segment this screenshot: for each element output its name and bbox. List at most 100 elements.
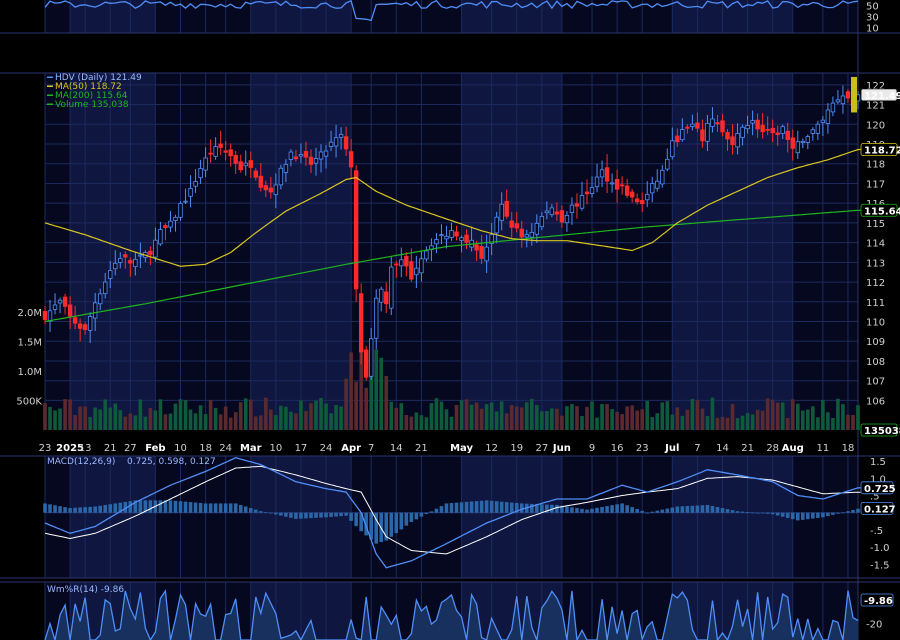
macd-histogram-bar xyxy=(444,503,449,513)
macd-tick-label: -1.5 xyxy=(870,560,890,571)
volume-bar xyxy=(439,401,444,430)
candle-body xyxy=(479,246,484,259)
macd-histogram-bar xyxy=(826,512,830,517)
volume-bar xyxy=(143,416,148,430)
volume-bar xyxy=(836,398,840,430)
volume-bar xyxy=(349,352,353,430)
x-axis-tick-label: 17 xyxy=(295,443,308,454)
candle-body xyxy=(569,204,575,213)
candle-body xyxy=(750,120,755,124)
volume-bar xyxy=(740,415,745,430)
candle-body xyxy=(680,129,685,141)
macd-histogram-bar xyxy=(243,506,248,513)
candle-body xyxy=(238,161,243,171)
macd-histogram-bar xyxy=(730,510,735,513)
volume-bar xyxy=(469,404,474,430)
candle-body xyxy=(579,195,585,209)
x-axis-tick-label: 9 xyxy=(589,443,595,454)
macd-histogram-bar xyxy=(148,500,153,513)
volume-bar xyxy=(765,398,770,430)
volume-bar xyxy=(650,417,655,430)
volume-bar xyxy=(238,402,243,430)
candle-body xyxy=(248,160,253,168)
volume-bar xyxy=(319,398,323,430)
macd-histogram-bar xyxy=(469,501,474,513)
volume-bar xyxy=(88,417,92,430)
volume-tick-label: 1.0M xyxy=(17,367,42,378)
candle-body xyxy=(384,291,389,305)
volume-bar xyxy=(309,403,313,430)
candle-body xyxy=(198,168,203,179)
candle-body xyxy=(665,158,670,170)
macd-histogram-bar xyxy=(369,512,374,540)
volume-bar xyxy=(605,404,609,430)
x-axis-tick-label: 13 xyxy=(79,443,92,454)
macd-histogram-bar xyxy=(735,511,740,513)
legend-ma200-swatch xyxy=(47,94,53,96)
volume-bar xyxy=(630,405,634,430)
macd-histogram-bar xyxy=(389,512,394,537)
candle-body xyxy=(173,216,178,221)
volume-bar xyxy=(474,402,479,430)
macd-histogram-bar xyxy=(685,506,690,513)
volume-bar xyxy=(821,399,825,430)
volume-bar xyxy=(685,409,690,430)
volume-bar xyxy=(158,399,163,430)
candle-body xyxy=(730,136,735,146)
candle-body xyxy=(369,338,374,377)
macd-histogram-bar xyxy=(474,501,479,513)
candle-body xyxy=(404,255,409,267)
candle-body xyxy=(47,310,53,322)
candle-body xyxy=(298,154,304,157)
candle-body xyxy=(278,167,284,186)
volume-bar xyxy=(233,412,238,430)
macd-histogram-bar xyxy=(670,507,675,513)
volume-bar xyxy=(213,407,218,430)
macd-histogram-bar xyxy=(143,500,148,513)
macd-histogram-bar xyxy=(615,504,619,513)
macd-histogram-bar xyxy=(269,512,273,514)
candle-body xyxy=(539,216,545,228)
volume-bar xyxy=(675,407,680,430)
candle-body xyxy=(619,184,625,187)
candle-body xyxy=(92,302,98,319)
volume-bar xyxy=(560,415,564,430)
macd-histogram-bar xyxy=(439,506,444,513)
volume-bar xyxy=(690,398,695,430)
volume-bar xyxy=(610,409,614,430)
candle-body xyxy=(795,141,800,154)
volume-bar xyxy=(665,401,670,430)
macd-histogram-bar xyxy=(454,502,459,513)
macd-histogram-bar xyxy=(479,500,484,513)
candle-body xyxy=(57,299,63,304)
price-tick-label: 118 xyxy=(866,160,885,171)
candle-body xyxy=(82,324,88,330)
macd-histogram-bar xyxy=(238,504,243,513)
month-band xyxy=(672,0,793,33)
macd-histogram-bar xyxy=(489,500,494,513)
x-axis-tick-label: Aug xyxy=(782,443,804,454)
month-band xyxy=(70,73,156,430)
volume-bar xyxy=(203,414,208,430)
volume-bar xyxy=(314,400,318,430)
volume-bar xyxy=(851,414,855,430)
candle-body xyxy=(439,234,444,236)
volume-bar xyxy=(826,412,830,430)
candle-body xyxy=(835,99,841,103)
candle-body xyxy=(640,200,645,205)
x-axis-tick-label: Jun xyxy=(552,443,571,454)
candle-body xyxy=(253,170,258,178)
macd-histogram-bar xyxy=(630,507,634,513)
volume-bar xyxy=(138,399,143,430)
volume-bar xyxy=(83,406,87,430)
volume-bar xyxy=(178,399,183,430)
macd-histogram-bar xyxy=(279,512,283,516)
macd-histogram-bar xyxy=(354,512,358,527)
macd-histogram-bar xyxy=(248,508,253,513)
candle-body xyxy=(820,119,826,123)
macd-histogram-bar xyxy=(118,502,123,513)
volume-marker-label: 135038 xyxy=(864,426,900,437)
macd-histogram-bar xyxy=(595,507,599,513)
